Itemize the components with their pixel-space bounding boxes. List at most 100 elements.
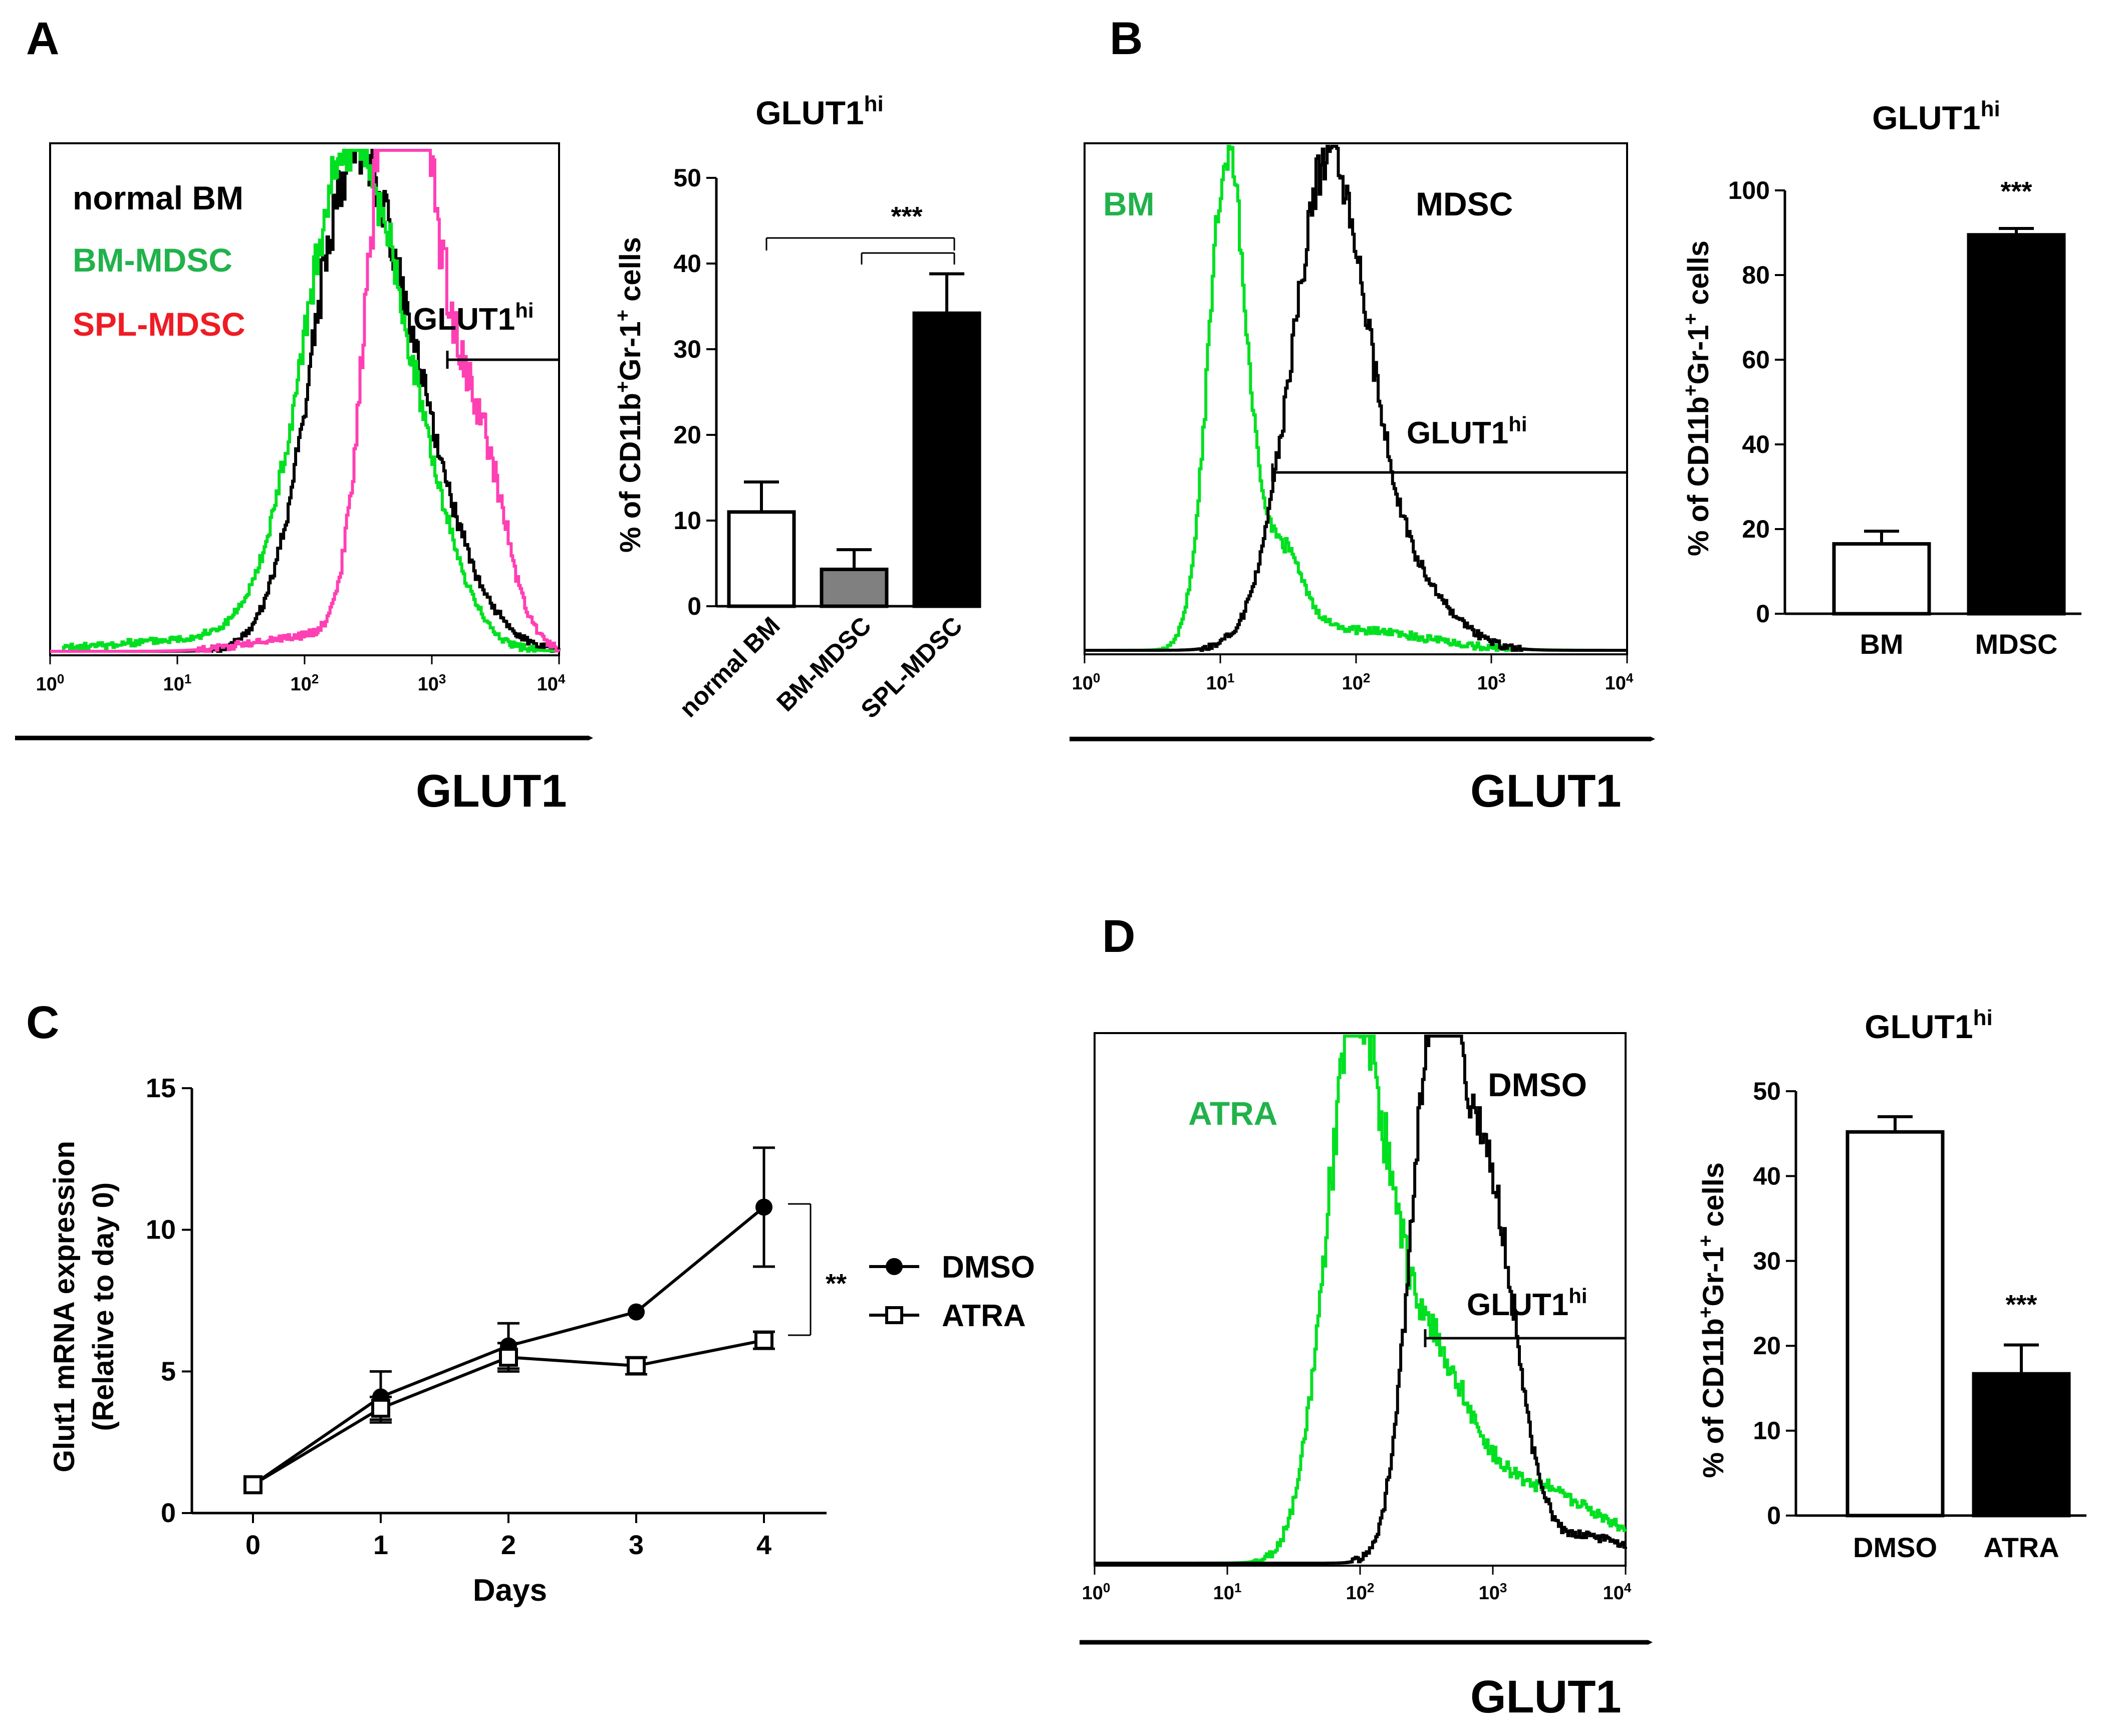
y-axis-label-line-1: Glut1 mRNA expression [48,1141,81,1472]
data-point-atra [499,1348,518,1367]
x-tick-label: 0 [245,1530,260,1560]
data-point-atra [754,1331,773,1350]
category-label: normal BM [674,611,785,722]
significance-label: ** [826,1269,847,1299]
y-axis-label: % of CD11b+Gr-1+ cells [1695,1162,1730,1478]
x-tick-label: 102 [291,671,319,695]
histogram-line-mdsc [1085,145,1627,652]
panel-label-d: D [1102,911,1135,962]
data-point-atra [627,1356,646,1376]
y-tick-label: 30 [673,335,701,363]
x-tick-label: 101 [163,671,192,695]
y-tick-label: 40 [1742,430,1770,458]
legend-normal-bm: normal BM [73,179,243,216]
x-tick-label: 103 [1479,1580,1507,1604]
x-tick-label: 100 [36,671,65,695]
x-tick-label: 101 [1213,1580,1242,1604]
y-tick-label: 20 [1753,1332,1781,1360]
bar-title: GLUT1hi [755,92,883,131]
legend-atra: ATRA [1188,1095,1277,1132]
bar [727,510,796,608]
legend-dmso: DMSO [1488,1066,1587,1103]
y-tick-label: 50 [1753,1077,1781,1105]
y-axis-label-line-2: (Relative to day 0) [87,1182,120,1431]
y-tick-label: 20 [1742,515,1770,543]
x-ticks: 100 101 102 103 104 [36,655,566,695]
glut1-axis-label-d: GLUT1 [1470,1671,1622,1722]
gate-label: GLUT1hi [413,299,534,337]
y-tick-label: 0 [1756,600,1770,628]
gate-label: GLUT1hi [1467,1284,1588,1322]
bar [912,311,981,608]
bar-title: GLUT1hi [1865,1006,1992,1045]
legend-dmso: DMSO [869,1250,1035,1285]
x-tick-label: 1 [373,1530,388,1560]
x-tick-label: 103 [418,671,446,695]
y-tick-label: 0 [687,592,701,620]
significance-label: *** [2000,176,2032,206]
x-tick-label: 4 [756,1530,771,1560]
y-tick-label: 60 [1742,346,1770,374]
legend-bm-mdsc: BM-MDSC [73,241,232,279]
x-tick-label: 102 [1342,670,1371,694]
data-point-atra [243,1475,262,1495]
y-tick-label: 100 [1728,176,1770,204]
significance-label: *** [891,201,922,231]
y-tick-label: 20 [673,421,701,449]
histogram-line-dmso [1095,1035,1627,1565]
histogram-line-bm-mdsc [50,149,561,653]
x-tick-label: 104 [537,671,566,695]
y-tick-label: 10 [673,507,701,535]
legend-bm: BM [1103,185,1155,222]
bar [1832,542,1931,616]
histogram-line-spl-mdsc [50,149,561,653]
x-tick-label: 104 [1603,1580,1632,1604]
glut1-axis-label-a: GLUT1 [416,766,567,817]
x-ticks: 100 101 102 103 104 [1072,654,1634,694]
y-tick-label: 0 [161,1498,176,1528]
x-tick-label: 100 [1082,1580,1111,1604]
category-label: MDSC [1975,628,2058,660]
y-tick-label: 40 [673,250,701,278]
gate-label: GLUT1hi [1407,412,1527,450]
x-tick-label: 102 [1346,1580,1375,1604]
data-point-dmso [755,1198,772,1216]
significance-label: *** [2005,1290,2037,1320]
panel-label-b: B [1110,13,1143,64]
panel-label-c: C [26,997,59,1048]
y-tick-label: 10 [146,1215,176,1245]
y-tick-label: 40 [1753,1162,1781,1190]
x-ticks: 100 101 102 103 104 [1082,1566,1632,1604]
histogram-line-normal-bm [50,149,561,653]
y-tick-label: 0 [1767,1502,1781,1530]
histogram-line-bm [1085,145,1627,652]
panel-b-histogram: BM MDSC GLUT1hi 100 101 102 103 104 [1072,142,1634,694]
category-label: DMSO [1853,1532,1937,1563]
panel-a-histogram: normal BM BM-MDSC SPL-MDSC GLUT1hi 100 1… [36,142,566,695]
bar [1845,1130,1945,1518]
y-tick-label: 5 [161,1356,176,1386]
panel-c-line-chart: Glut1 mRNA expression (Relative to day 0… [48,1073,1035,1608]
panel-b-bar-chart: GLUT1hi % of CD11b+Gr-1+ cells 0 20 40 60 80… [1680,97,2081,660]
x-tick-label: 101 [1206,670,1235,694]
x-axis-label: Days [473,1573,547,1608]
panel-d-bar-chart: GLUT1hi % of CD11b+Gr-1+ cells 0 10 20 30 40… [1695,1006,2086,1563]
x-tick-label: 104 [1605,670,1634,694]
y-tick-label: 80 [1742,261,1770,289]
bar-title: GLUT1hi [1872,97,2000,136]
glut1-axis-label-b: GLUT1 [1470,766,1622,817]
y-axis-label: % of CD11b+Gr-1+ cells [1680,240,1715,556]
legend-marker-dmso [886,1258,903,1275]
panel-label-a: A [26,13,59,64]
bar [1967,233,2066,616]
category-label: ATRA [1983,1532,2059,1563]
panel-d-histogram: ATRA DMSO GLUT1hi 100 101 102 103 104 [1082,1032,1632,1604]
legend-label-dmso: DMSO [942,1250,1035,1285]
x-tick-label: 3 [629,1530,644,1560]
bar [1972,1372,2071,1518]
panel-a-bar-chart: GLUT1hi % of CD11b+Gr-1+ cells 0 10 20 30 40… [612,92,981,723]
y-tick-label: 30 [1753,1247,1781,1275]
y-axis-label: % of CD11b+Gr-1+ cells [612,237,647,553]
legend-marker-atra [885,1306,903,1324]
